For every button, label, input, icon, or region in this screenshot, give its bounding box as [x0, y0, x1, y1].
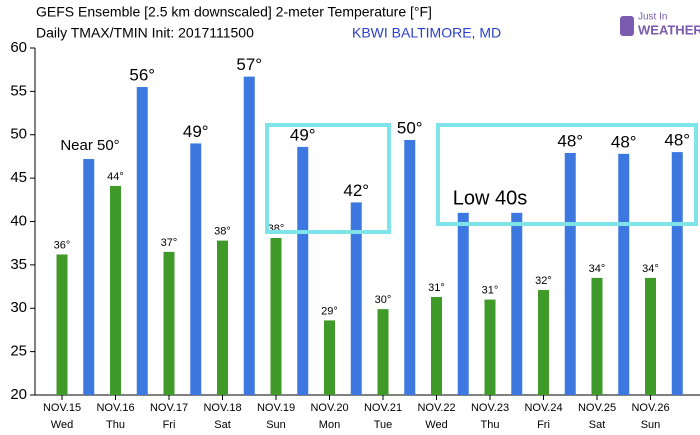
bar	[645, 277, 656, 395]
x-tick-label: NOV.15	[43, 402, 81, 414]
data-label: 37°	[161, 237, 178, 249]
y-tick-label: 35	[10, 256, 27, 273]
bar	[56, 254, 68, 395]
bar	[243, 76, 255, 395]
bar	[377, 309, 389, 395]
bar	[484, 299, 496, 395]
data-label: 34°	[589, 263, 606, 275]
data-label: 49°	[183, 122, 209, 141]
annotation: Near 50°	[60, 137, 119, 154]
data-label: 36°	[54, 239, 71, 251]
x-tick-label: NOV.17	[150, 402, 188, 414]
logo-text: Just In	[638, 12, 667, 23]
chart-subtitle: Daily TMAX/TMIN Init: 2017111500	[36, 25, 254, 41]
data-label: 29°	[321, 305, 338, 317]
data-label: 32°	[535, 275, 552, 287]
bar	[618, 153, 630, 395]
data-label: 48°	[611, 132, 637, 151]
x-tick-label: Sat	[589, 419, 606, 431]
bar	[110, 185, 121, 395]
x-tick-label: NOV.25	[578, 402, 616, 414]
y-tick-label: 45	[10, 169, 27, 186]
data-label: 48°	[664, 131, 690, 150]
bar	[297, 146, 309, 395]
x-tick-label: NOV.21	[364, 402, 402, 414]
x-tick-label: NOV.24	[524, 402, 562, 414]
x-tick-label: NOV.23	[471, 402, 509, 414]
chart-title: GEFS Ensemble [2.5 km downscaled] 2-mete…	[36, 4, 432, 20]
data-label: 56°	[129, 66, 155, 85]
bar	[350, 202, 362, 395]
logo-icon	[620, 16, 634, 36]
y-tick-label: 20	[10, 386, 27, 403]
bar	[270, 237, 282, 395]
x-tick-label: Thu	[481, 419, 500, 431]
bar	[217, 240, 228, 395]
bar	[431, 296, 442, 395]
data-label: 50°	[397, 118, 423, 137]
bar	[511, 212, 523, 395]
x-tick-label: NOV.22	[417, 402, 455, 414]
bar	[324, 320, 335, 395]
x-tick-label: Sun	[641, 419, 661, 431]
x-tick-label: Thu	[106, 419, 125, 431]
x-tick-label: Fri	[537, 419, 550, 431]
y-tick-label: 55	[10, 82, 27, 99]
data-label: 42°	[343, 181, 369, 200]
x-tick-label: NOV.20	[310, 402, 348, 414]
data-label: 57°	[236, 55, 262, 74]
data-label: 38°	[214, 225, 231, 237]
bar	[136, 87, 148, 395]
bar	[538, 290, 549, 395]
x-tick-label: NOV.18	[203, 402, 241, 414]
data-label: 31°	[482, 284, 499, 296]
data-label: 30°	[375, 294, 392, 306]
highlight-box	[265, 123, 391, 234]
data-label: 31°	[428, 282, 445, 294]
x-tick-label: Fri	[163, 419, 176, 431]
x-tick-label: Sun	[266, 419, 286, 431]
x-tick-label: Tue	[374, 419, 393, 431]
x-tick-label: Mon	[319, 419, 340, 431]
y-tick-label: 25	[10, 343, 27, 360]
bar	[457, 212, 469, 395]
bar	[404, 139, 416, 395]
location: KBWI BALTIMORE, MD	[352, 25, 501, 41]
data-label: 44°	[107, 171, 124, 183]
bar	[163, 251, 175, 395]
logo-text: WEATHER	[638, 22, 700, 37]
x-tick-label: NOV.26	[631, 402, 669, 414]
y-tick-label: 60	[10, 39, 27, 56]
data-label: 48°	[557, 131, 583, 150]
y-tick-label: 50	[10, 126, 27, 143]
x-tick-label: Wed	[425, 419, 447, 431]
x-tick-label: Wed	[51, 419, 73, 431]
x-tick-label: NOV.19	[257, 402, 295, 414]
data-label: 49°	[290, 125, 316, 144]
bar	[591, 277, 603, 395]
highlight-box	[436, 123, 698, 226]
bar	[564, 152, 576, 395]
data-label: 34°	[642, 263, 659, 275]
x-tick-label: Sat	[214, 419, 231, 431]
bar	[671, 152, 683, 395]
annotation: Low 40s	[453, 187, 528, 209]
bar	[83, 159, 95, 395]
x-tick-label: NOV.16	[96, 402, 134, 414]
bar	[190, 143, 202, 395]
y-tick-label: 30	[10, 299, 27, 316]
y-tick-label: 40	[10, 212, 27, 229]
